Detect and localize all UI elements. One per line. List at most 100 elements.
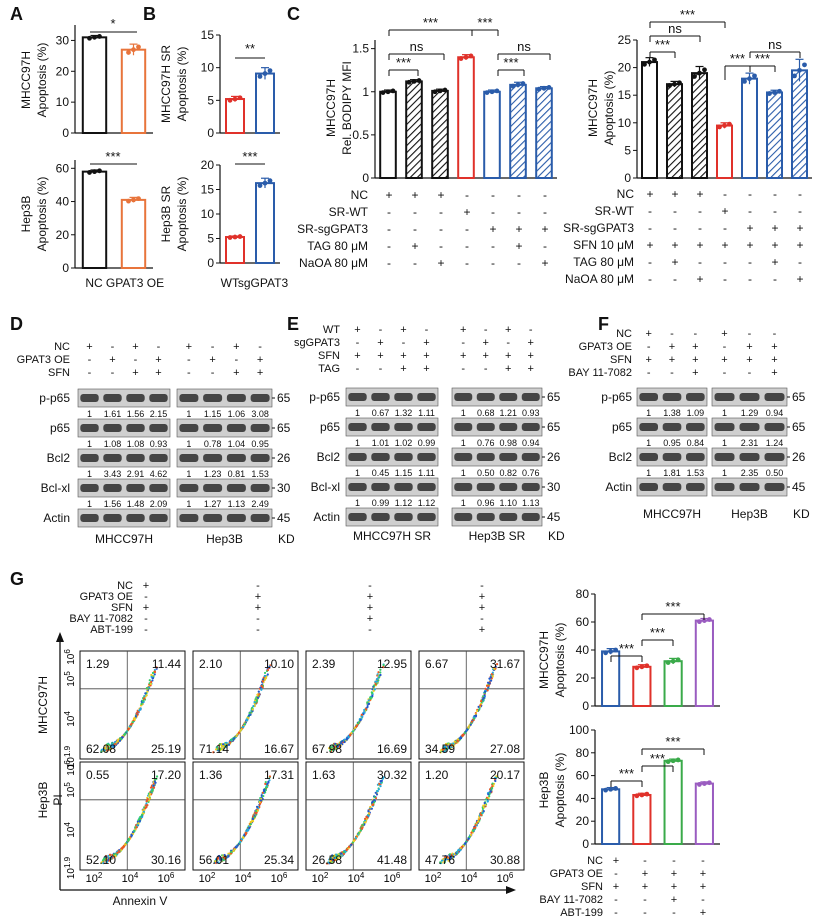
flow-dot [471, 829, 475, 832]
blot-strip [345, 507, 439, 527]
flow-dot [495, 663, 499, 666]
data-point [642, 61, 647, 67]
blot-band [714, 393, 735, 401]
flow-dot [240, 728, 243, 731]
condition-mark: - [368, 580, 372, 592]
bar [791, 69, 808, 179]
condition-mark: - [543, 239, 547, 253]
quant-value: 0.94 [522, 438, 540, 448]
quant-value: 1.48 [127, 499, 145, 509]
condition-label: SFN 10 μM [573, 238, 634, 252]
data-point [792, 73, 797, 79]
flow-dot [345, 737, 349, 740]
flow-dot [345, 848, 349, 851]
quant-value: 1 [722, 468, 727, 478]
condition-mark: - [647, 341, 651, 353]
condition-mark: - [670, 367, 674, 379]
bar [535, 87, 553, 179]
exp-tick-label: 105 [63, 782, 77, 798]
data-point [608, 649, 614, 654]
condition-mark: - [614, 894, 618, 906]
bar [663, 660, 683, 708]
flow-dot [113, 742, 117, 745]
flow-dot [374, 683, 377, 686]
flow-dot [370, 691, 373, 694]
quadrant-value: 17.20 [151, 768, 181, 782]
blot-label: p-p65 [309, 390, 340, 404]
flow-dot [220, 748, 224, 751]
flow-dot [266, 673, 269, 676]
flow-dot [336, 857, 340, 860]
blot-band [179, 424, 199, 432]
blot-band [394, 423, 413, 431]
condition-mark: + [479, 624, 485, 636]
blot-band [103, 424, 122, 432]
x-label: sgGPAT3 [238, 276, 289, 290]
kd-label: KD [548, 529, 565, 543]
condition-mark: - [88, 354, 92, 366]
blot-band [394, 393, 413, 401]
quant-value: 1.21 [499, 408, 517, 418]
condition-label: SFN [48, 367, 70, 379]
flow-dot [367, 702, 370, 705]
condition-mark: + [721, 328, 727, 340]
blot-band [250, 424, 270, 432]
data-point [97, 34, 102, 39]
data-point [237, 234, 243, 239]
flow-dot [443, 860, 446, 863]
quant-value: 2.49 [251, 499, 269, 509]
condition-mark: - [256, 624, 260, 636]
quant-value: 0.94 [766, 408, 784, 418]
flow-dot [216, 746, 219, 749]
quant-value: 1.11 [418, 408, 435, 418]
flow-dot [456, 851, 459, 854]
blot-band [179, 484, 199, 492]
blot-band [454, 423, 473, 431]
quant-value: 0.84 [687, 438, 705, 448]
flow-dot [252, 705, 255, 708]
flow-dot [450, 744, 453, 747]
flow-dot [375, 677, 379, 681]
condition-mark: - [379, 324, 383, 336]
data-point [520, 81, 526, 86]
blot-band [149, 394, 168, 402]
blot-band [662, 483, 682, 491]
condition-mark: - [798, 255, 802, 269]
flow-dot [360, 713, 363, 716]
condition-mark: + [671, 894, 677, 906]
data-point [126, 198, 131, 204]
flow-dot [468, 835, 471, 839]
flow-dot [132, 717, 136, 720]
flow-dot [333, 854, 336, 858]
flow-dot [143, 694, 146, 698]
blot-band [149, 484, 168, 492]
data-point [697, 70, 702, 76]
condition-mark: + [771, 238, 778, 252]
y-label: MHCC97H [537, 631, 551, 689]
flow-dot [472, 826, 476, 830]
y-tick-label: 10 [201, 61, 215, 75]
blot-band [521, 423, 540, 431]
data-point [131, 197, 136, 203]
sig-label: *** [665, 734, 680, 749]
bar [120, 198, 147, 269]
quant-value: 1.56 [127, 409, 145, 419]
quant-value: 0.76 [477, 438, 495, 448]
blot-band [394, 483, 413, 491]
flow-dot [470, 831, 473, 834]
flow-dot [214, 859, 217, 863]
bar [483, 90, 501, 179]
quant-value: 1 [722, 438, 727, 448]
data-point [665, 660, 671, 665]
blot-strip [345, 417, 439, 437]
condition-mark: + [479, 591, 485, 603]
cell-line-label: MHCC97H SR [353, 529, 431, 543]
quant-value: 1 [186, 409, 191, 419]
condition-mark: - [387, 256, 391, 270]
quant-value: 1.81 [663, 468, 681, 478]
condition-mark: - [748, 187, 752, 201]
quadrant-value: 67.98 [312, 742, 342, 756]
condition-mark: - [529, 324, 533, 336]
quant-value: 1 [186, 499, 191, 509]
flow-dot [144, 806, 147, 810]
